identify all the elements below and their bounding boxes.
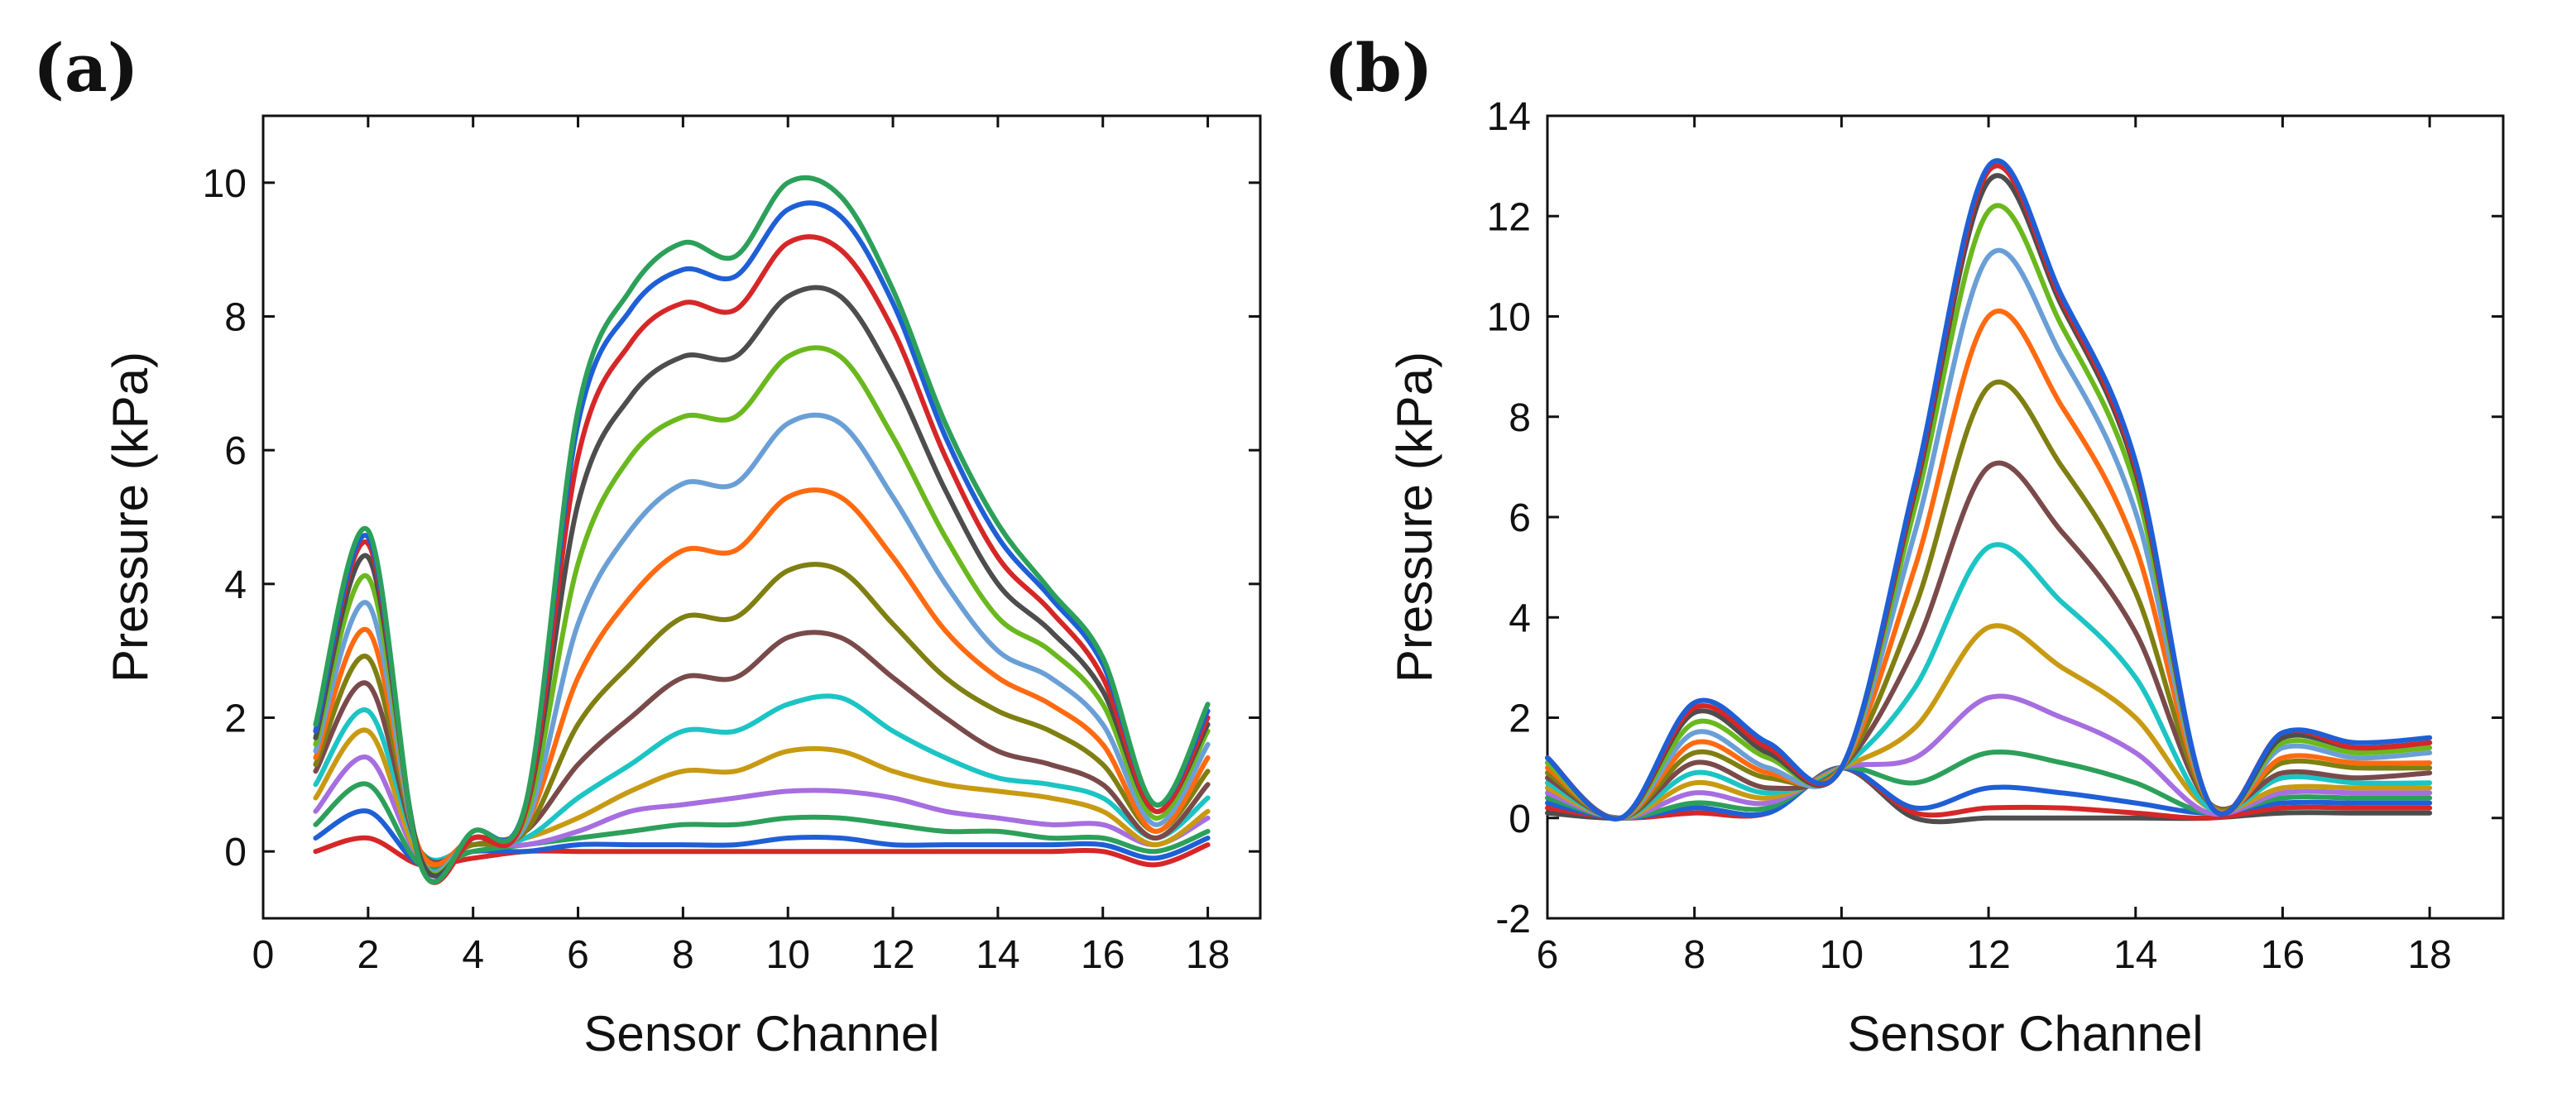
x-tick-label-a: 4 bbox=[462, 933, 484, 977]
chart-panel-a: (a) 0 2 4 6 8 10 12 14 16 18 0 2 4 6 8 10 Sensor Channel… bbox=[33, 29, 1262, 1061]
y-tick-label-a: 10 bbox=[203, 162, 247, 206]
x-tick-label-b: 18 bbox=[2407, 933, 2451, 977]
y-tick-label-b: -2 bbox=[1495, 898, 1531, 941]
x-tick-label-a: 14 bbox=[976, 933, 1019, 977]
series-line-b-s7 bbox=[1545, 542, 2433, 821]
y-tick-label-b: 4 bbox=[1509, 596, 1531, 640]
panel-b-label: (b) bbox=[1324, 29, 1433, 107]
y-tick-label-b: 10 bbox=[1487, 296, 1531, 340]
series-line-a-s7 bbox=[313, 630, 1211, 865]
y-tick-label-a: 6 bbox=[224, 429, 247, 473]
y-axis-title-a: Pressure (kPa) bbox=[103, 352, 158, 683]
y-tick-label-a: 8 bbox=[224, 296, 247, 340]
chart-panel-b: (b) 6 8 10 12 14 16 18 -2 0 2 4 6 8 10 12 14 Sensor Chan… bbox=[1324, 29, 2505, 1061]
y-axis-title-b: Pressure (kPa) bbox=[1387, 352, 1442, 683]
x-tick-label-a: 18 bbox=[1186, 933, 1230, 977]
series-line-b-s3 bbox=[1545, 765, 2433, 821]
x-tick-label-a: 10 bbox=[766, 933, 810, 977]
y-tick-label-b: 6 bbox=[1509, 496, 1531, 540]
series-line-a-s15 bbox=[313, 175, 1211, 884]
y-tick-label-b: 12 bbox=[1487, 195, 1531, 239]
x-tick-label-a: 0 bbox=[252, 933, 275, 977]
y-tick-label-b: 0 bbox=[1509, 798, 1531, 841]
x-tick-label-b: 6 bbox=[1537, 933, 1559, 977]
x-tick-label-b: 16 bbox=[2261, 933, 2305, 977]
panel-a-label: (a) bbox=[33, 29, 139, 107]
y-tick-label-a: 2 bbox=[224, 697, 247, 741]
y-tick-label-a: 0 bbox=[224, 831, 247, 874]
x-axis-title-a: Sensor Channel bbox=[583, 1006, 939, 1061]
series-line-b-s2 bbox=[1545, 765, 2433, 821]
x-axis-title-b: Sensor Channel bbox=[1847, 1006, 2203, 1061]
y-tick-label-b: 14 bbox=[1487, 95, 1531, 139]
x-tick-label-a: 2 bbox=[357, 933, 379, 977]
x-tick-label-a: 6 bbox=[567, 933, 589, 977]
y-tick-label-b: 2 bbox=[1509, 697, 1531, 741]
series-line-b-s15 bbox=[1545, 158, 2433, 822]
y-tick-label-b: 8 bbox=[1509, 396, 1531, 440]
x-tick-label-b: 12 bbox=[1966, 933, 2010, 977]
series-line-a-s9 bbox=[313, 487, 1211, 868]
x-tick-label-b: 8 bbox=[1683, 933, 1705, 977]
x-tick-label-b: 10 bbox=[1820, 933, 1864, 977]
x-tick-label-a: 12 bbox=[871, 933, 914, 977]
series-line-b-s6 bbox=[1545, 623, 2433, 821]
series-line-b-s8 bbox=[1545, 460, 2433, 821]
series-line-a-s13 bbox=[313, 234, 1211, 885]
x-tick-label-a: 16 bbox=[1081, 933, 1125, 977]
y-tick-label-a: 4 bbox=[224, 563, 247, 607]
x-tick-label-a: 8 bbox=[672, 933, 694, 977]
series-line-a-s14 bbox=[313, 200, 1211, 884]
plot-frame-a bbox=[261, 114, 1262, 920]
series-line-b-s4 bbox=[1545, 750, 2433, 821]
series-line-b-s5 bbox=[1545, 693, 2433, 821]
x-tick-label-b: 14 bbox=[2113, 933, 2157, 977]
